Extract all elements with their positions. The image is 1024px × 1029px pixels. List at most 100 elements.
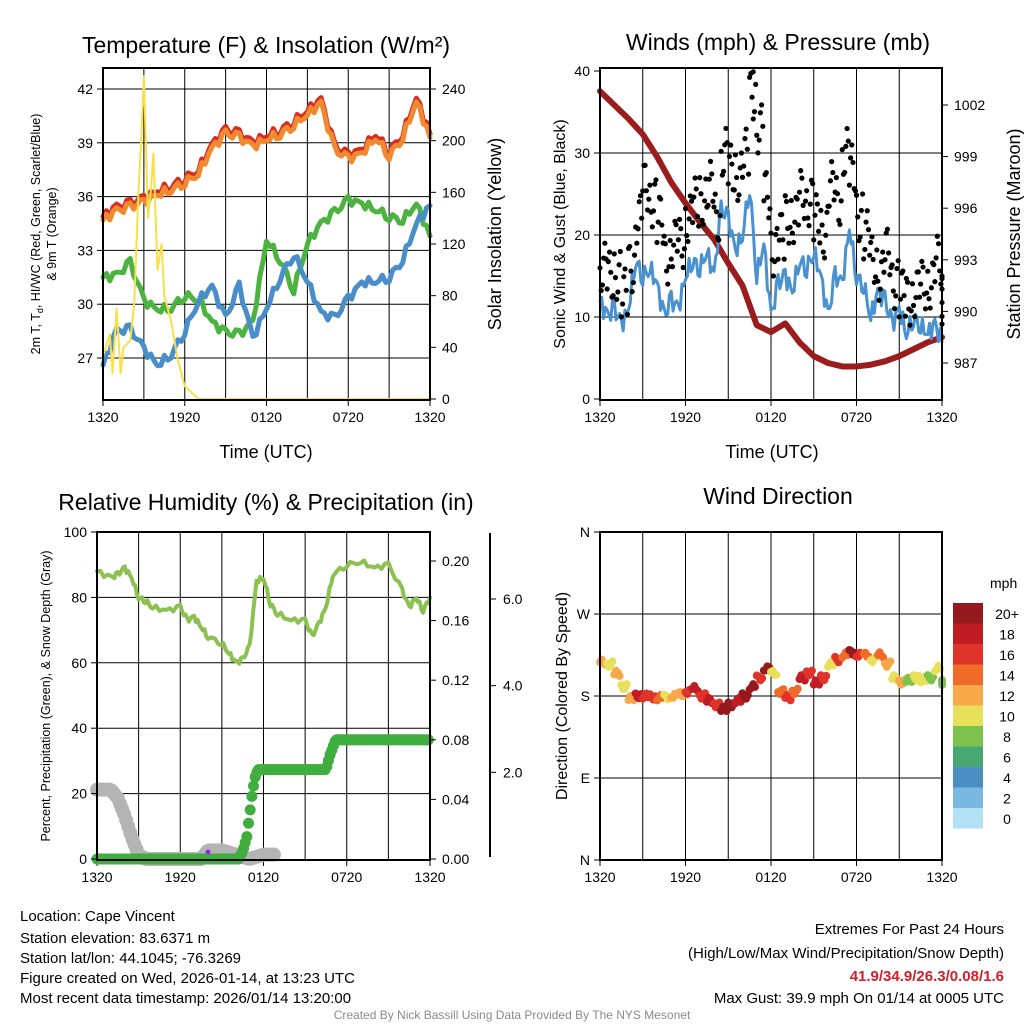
gust-point — [813, 192, 819, 198]
gust-point — [857, 234, 863, 240]
x-tick-label: 0720 — [331, 869, 362, 885]
colorbar-swatch — [953, 808, 983, 829]
gust-point — [674, 248, 680, 254]
location-text: Location: Cape Vincent — [20, 908, 176, 925]
gust-point — [830, 169, 836, 176]
gust-point — [829, 159, 835, 165]
gust-point — [843, 143, 849, 149]
gust-point — [882, 257, 888, 263]
gust-point — [782, 193, 788, 199]
temperature-y-axis-title: 2m T, Td, HI/WC (Red, Green, Scarlet/Blu… — [29, 114, 45, 355]
gust-point — [788, 197, 794, 204]
gust-point — [794, 196, 800, 202]
x-tick-label: 1920 — [670, 869, 701, 885]
gust-point — [717, 212, 723, 219]
gust-point — [783, 198, 790, 205]
colorbar-swatch — [953, 705, 983, 726]
wind-direction-point — [793, 684, 802, 693]
gust-point — [728, 142, 734, 148]
ylabel-part: 2m T, T — [29, 313, 43, 355]
x-tick-label: 1320 — [926, 409, 957, 425]
direction-tick-label: N — [580, 852, 590, 868]
gust-point — [865, 227, 872, 233]
gust-point — [925, 268, 931, 274]
humidity-chart-title: Relative Humidity (%) & Precipitation (i… — [58, 489, 473, 515]
gust-point — [605, 259, 611, 265]
gust-point — [902, 313, 908, 319]
direction-y-axis-title: Direction (Colored By Speed) — [554, 592, 571, 800]
x-tick-label: 1920 — [670, 409, 701, 425]
gust-point — [608, 269, 614, 275]
gust-point — [802, 198, 809, 204]
gust-point — [787, 224, 793, 230]
colorbar-swatch — [953, 664, 983, 685]
x-tick-label: 1920 — [169, 409, 200, 425]
gust-point — [604, 286, 610, 292]
gust-point — [896, 314, 902, 320]
gust-point — [733, 174, 740, 181]
gust-point — [935, 241, 942, 247]
gust-point — [617, 248, 623, 255]
gust-point — [844, 125, 850, 132]
humidity-y-axis-title: Percent, Precipitation (Green), & Snow D… — [39, 550, 53, 841]
gust-point — [655, 219, 661, 225]
gust-point — [789, 230, 795, 236]
colorbar-swatch — [953, 644, 983, 665]
y-right-tick-label: 993 — [954, 252, 978, 268]
pressure-line — [597, 88, 945, 370]
gust-point — [637, 193, 644, 199]
precipitation-point — [246, 790, 258, 802]
precipitation-point — [241, 831, 253, 843]
gust-point — [671, 242, 677, 248]
ylabel-part: , HI/WC (Red, Green, Scarlet/Blue) — [29, 114, 43, 309]
gust-point — [792, 219, 798, 225]
gust-point — [627, 243, 633, 250]
gust-point — [849, 142, 855, 148]
gust-point — [928, 285, 934, 291]
x-tick-label: 1920 — [165, 869, 196, 885]
gust-point — [811, 237, 817, 243]
gust-point — [602, 240, 608, 246]
gust-point — [932, 279, 938, 285]
gust-point — [920, 264, 926, 270]
gust-point — [790, 239, 797, 246]
y-right-tick-label: 160 — [442, 184, 466, 200]
winds-x-axis-title: Time (UTC) — [725, 442, 818, 462]
y-tick-label: 30 — [574, 145, 590, 161]
gust-point — [763, 170, 769, 176]
y-right-tick-label: 996 — [954, 200, 978, 216]
extremes-values: 41.9/34.9/26.3/0.08/1.6 — [850, 968, 1004, 985]
x-tick-label: 1320 — [414, 869, 445, 885]
gust-point — [720, 168, 727, 174]
sonic-wind-line — [598, 194, 944, 344]
x-tick-label: 1320 — [926, 869, 957, 885]
gust-point — [770, 273, 777, 279]
wind-direction-chart-title: Wind Direction — [703, 483, 853, 509]
gust-point — [619, 301, 626, 307]
x-tick-label: 0720 — [333, 409, 364, 425]
gust-point — [661, 233, 667, 239]
gust-point — [756, 137, 762, 143]
gust-point — [750, 116, 756, 122]
gust-point — [711, 204, 717, 210]
colorbar-swatch — [953, 746, 983, 767]
y-tick-label: 40 — [71, 720, 87, 736]
plot-border — [599, 67, 943, 401]
gust-point — [736, 192, 742, 198]
max-gust-text: Max Gust: 39.9 mph On 01/14 at 0005 UTC — [714, 990, 1004, 1007]
gust-point — [807, 201, 813, 207]
y-right-tick-label: 0.00 — [442, 851, 469, 867]
gust-point — [868, 239, 874, 246]
gust-point — [795, 222, 802, 228]
gust-point — [635, 226, 641, 232]
gust-point — [833, 175, 839, 181]
gust-point — [912, 314, 918, 320]
y-tick-label: 60 — [71, 655, 87, 671]
gust-point — [855, 214, 861, 220]
gust-point — [881, 269, 887, 275]
credit-text: Created By Nick Bassill Using Data Provi… — [334, 1008, 691, 1022]
gust-point — [706, 176, 712, 182]
colorbar-label: 18 — [999, 627, 1015, 643]
gust-point — [692, 175, 698, 181]
gust-point — [599, 282, 606, 288]
